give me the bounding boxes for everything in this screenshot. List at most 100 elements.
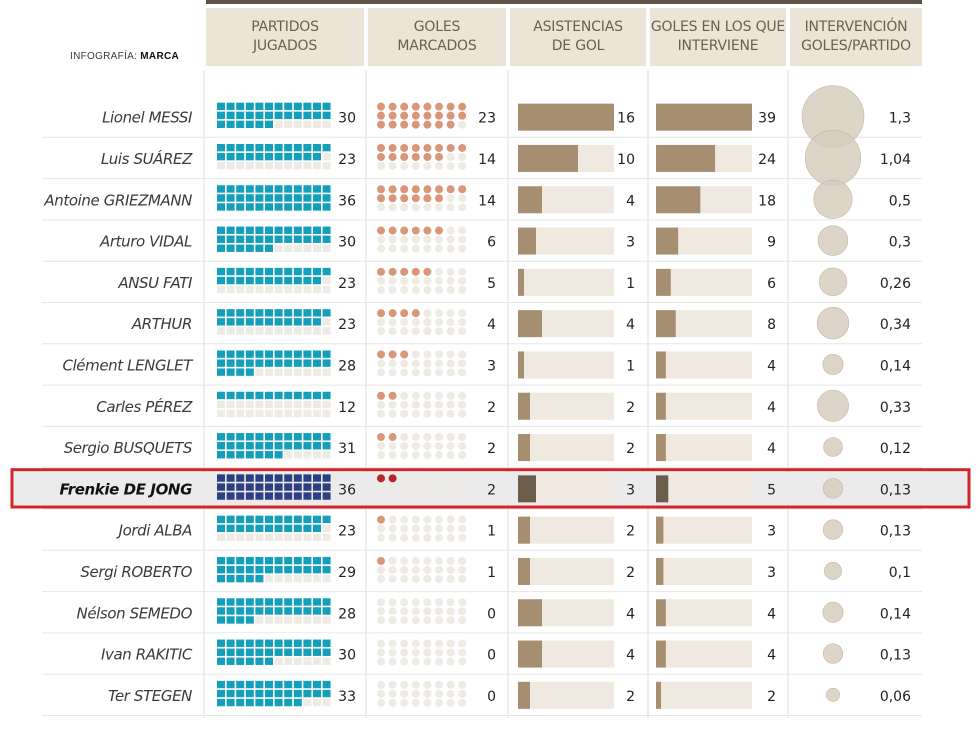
games-cell <box>284 565 293 574</box>
games-cell <box>217 565 225 574</box>
games-cell <box>236 574 245 583</box>
games-cell <box>217 143 225 152</box>
player-name: ANSU FATI <box>117 274 193 292</box>
games-cell <box>322 111 331 120</box>
goal-dot-empty <box>458 309 467 318</box>
games-cell <box>217 574 225 583</box>
goals-value: 14 <box>478 193 496 209</box>
involved-bar-track <box>656 640 752 668</box>
goal-dot-empty <box>423 648 432 657</box>
goal-dot-empty <box>423 657 432 666</box>
games-cell <box>217 235 225 243</box>
games-cell-empty <box>265 616 273 624</box>
goal-dot-empty <box>423 492 432 501</box>
top-rule <box>206 0 922 4</box>
games-cell-empty <box>313 400 321 409</box>
games-cell <box>274 680 283 689</box>
games-cell <box>226 235 235 243</box>
games-cell <box>217 276 225 285</box>
involved-bar <box>656 227 679 255</box>
player-first-name: Sergio <box>64 439 114 457</box>
games-cell <box>265 598 273 606</box>
goal-dot <box>377 143 385 152</box>
goal-dot <box>458 102 467 111</box>
games-cell <box>293 309 302 317</box>
games-cell <box>265 607 273 615</box>
goal-dot-empty <box>423 639 432 648</box>
games-cell <box>274 267 283 276</box>
games-cell <box>293 607 302 615</box>
games-cell <box>226 607 235 615</box>
games-cell <box>293 433 302 441</box>
games-cell <box>245 359 254 367</box>
games-cell <box>236 680 245 689</box>
games-cell <box>265 680 273 689</box>
goal-dot <box>446 185 455 194</box>
goal-dot-empty <box>435 474 443 483</box>
column-header-ratio: INTERVENCIÓN GOLES/PARTIDO <box>801 19 911 54</box>
goal-dot-empty <box>400 616 409 625</box>
goal-dot-empty <box>388 203 397 212</box>
games-cell <box>284 102 293 111</box>
goal-dot <box>435 185 443 194</box>
games-cell <box>236 565 245 574</box>
games-cell <box>322 556 331 565</box>
games-cell <box>284 689 293 698</box>
goals-value: 2 <box>487 441 496 457</box>
games-cell <box>226 185 235 193</box>
goal-dot-empty <box>411 639 420 648</box>
goal-dot <box>377 391 385 400</box>
games-cell <box>313 350 321 358</box>
goal-dot-empty <box>423 574 432 583</box>
games-cell <box>236 309 245 317</box>
games-cell-empty <box>245 409 254 418</box>
goal-dot <box>400 267 409 276</box>
games-value: 23 <box>338 276 356 292</box>
games-cell <box>236 194 245 202</box>
games-cell-empty <box>303 698 312 707</box>
goal-dot-empty <box>411 524 420 533</box>
player-row: Nélson SEMEDO 28 0 4 4 0,14 <box>42 598 922 634</box>
player-name: ARTHUR <box>131 315 192 333</box>
goal-dot-empty <box>458 350 467 359</box>
games-cell <box>274 185 283 193</box>
player-last-name: RAKITIC <box>136 646 193 664</box>
games-cell <box>245 607 254 615</box>
goal-dot-empty <box>400 474 409 483</box>
goal-dot-empty <box>423 433 432 442</box>
games-cell <box>245 483 254 491</box>
games-cell <box>245 451 254 459</box>
player-last-name: SUÁREZ <box>133 149 193 168</box>
games-cell <box>303 556 312 565</box>
games-cell <box>255 474 264 482</box>
goal-dot-empty <box>458 226 467 235</box>
goal-dot-empty <box>423 556 432 565</box>
goal-dot-empty <box>400 556 409 565</box>
games-cell-empty <box>303 657 312 665</box>
games-cell <box>322 267 331 276</box>
games-cell <box>284 267 293 276</box>
games-cell <box>245 194 254 202</box>
goal-dot <box>458 143 467 152</box>
games-cell <box>217 451 225 459</box>
goal-dot <box>377 111 385 120</box>
games-cell <box>293 689 302 698</box>
goal-dot-empty <box>423 524 432 533</box>
games-cell <box>226 226 235 234</box>
games-cell <box>284 111 293 120</box>
games-cell <box>303 152 312 161</box>
goal-dot-empty <box>435 267 443 276</box>
assists-bar-track <box>518 392 614 420</box>
goal-dot-empty <box>446 350 455 359</box>
games-cell <box>303 689 312 698</box>
games-cell <box>217 244 225 252</box>
games-cell <box>313 318 321 326</box>
games-cell-empty <box>293 451 302 459</box>
goal-dot-empty <box>435 515 443 524</box>
games-cell-empty <box>236 327 245 335</box>
goal-dot-empty <box>400 203 409 212</box>
games-cell-empty <box>284 368 293 376</box>
goal-dot-empty <box>435 285 443 294</box>
games-cell-empty <box>313 698 321 707</box>
games-cell <box>293 203 302 211</box>
